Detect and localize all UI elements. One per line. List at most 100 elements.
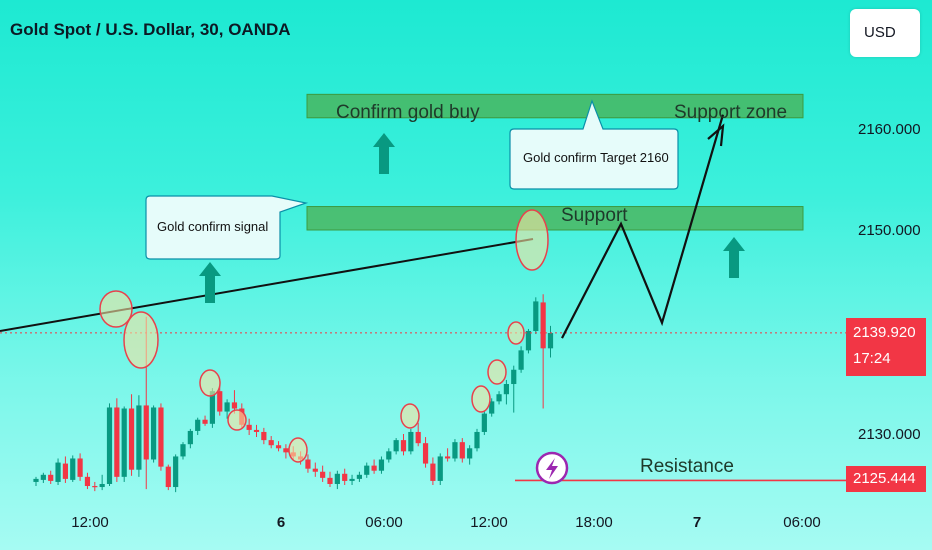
y-tick-2130: 2130.000 [858, 426, 921, 443]
candle-body [209, 391, 215, 424]
last-price-value: 2139.920 [853, 324, 916, 341]
candle-body [165, 466, 171, 488]
candle-body [275, 445, 282, 449]
candle-body [474, 431, 480, 449]
up-arrow-icon [373, 133, 395, 174]
x-tick-0600-b: 06:00 [783, 514, 821, 531]
candle-body [128, 408, 135, 470]
candle-body [114, 407, 120, 477]
candle-body [342, 473, 348, 481]
candle-body [445, 456, 451, 459]
y-tick-2150: 2150.000 [858, 222, 921, 239]
candle-body [334, 473, 340, 484]
candle-body [231, 402, 238, 409]
callout-signal-bubble [145, 195, 309, 260]
candle-body [378, 459, 385, 471]
candle-body [459, 442, 465, 459]
candle-body [511, 369, 517, 385]
candle-body [525, 330, 532, 351]
candle-body [158, 407, 164, 467]
candle-body [547, 333, 554, 349]
support-zone-label: Support zone [674, 102, 788, 123]
candle-body [503, 384, 509, 395]
candle-body [40, 474, 46, 480]
resistance-price-tag: 2125.444 [846, 466, 926, 492]
up-arrow-icon [723, 237, 745, 278]
last-price-tag: 2139.920 17:24 [846, 318, 926, 376]
candle-body [217, 391, 223, 412]
candle-body [99, 483, 105, 488]
candle-body [55, 462, 61, 482]
x-tick-0600: 06:00 [365, 514, 403, 531]
candle-body [327, 477, 333, 484]
x-tick-1200-b: 12:00 [470, 514, 508, 531]
candle-body [136, 405, 142, 470]
candle-body [356, 474, 362, 479]
candle-body [540, 302, 546, 349]
candle-body [121, 408, 127, 477]
highlight-circle [199, 369, 221, 397]
candle-body [349, 478, 355, 481]
candle-body [92, 486, 98, 488]
x-tick-day-7: 7 [692, 514, 702, 531]
candle-body [430, 463, 436, 481]
candle-body [371, 465, 377, 471]
confirm-zone-label: Confirm gold buy [336, 102, 480, 123]
candle-body [224, 402, 230, 412]
candle-body [84, 476, 91, 487]
highlight-circle [515, 209, 549, 271]
candle-body [253, 429, 260, 432]
candle-body [437, 456, 443, 481]
highlight-circle [288, 437, 308, 463]
projection-path [561, 114, 725, 339]
trend-line [0, 238, 534, 332]
x-tick-day-6: 6 [276, 514, 286, 531]
candle-body [489, 401, 495, 414]
candle-body [48, 474, 54, 481]
confirm-support-zone-box [306, 93, 804, 119]
highlight-circle [471, 385, 491, 413]
symbol-title: Gold Spot / U.S. Dollar, 30, OANDA [10, 20, 291, 39]
candle-body [533, 301, 539, 331]
resistance-label: Resistance [640, 456, 734, 477]
candle-body [408, 431, 414, 452]
candle-body [70, 458, 76, 480]
candle-body [452, 442, 458, 459]
callout-target-bubble [509, 99, 679, 190]
candle-body [62, 463, 68, 479]
candle-body [312, 468, 318, 472]
highlight-circle [487, 359, 507, 385]
candle-body [467, 448, 473, 459]
candle-body [481, 413, 487, 432]
candle-body [151, 407, 157, 460]
support-label: Support [561, 205, 628, 226]
x-tick-1800: 18:00 [575, 514, 613, 531]
highlight-circle [99, 290, 133, 328]
candle-body [305, 459, 311, 469]
bar-countdown: 17:24 [853, 350, 891, 367]
candle-body [496, 394, 502, 402]
candle-body [143, 405, 149, 460]
currency-button[interactable]: USD [850, 9, 920, 57]
candle-body [268, 440, 274, 446]
candle-body [77, 458, 83, 477]
candle-body [415, 431, 421, 444]
x-tick-1200: 12:00 [71, 514, 109, 531]
candle-body [518, 350, 524, 370]
candle-body [386, 451, 392, 460]
candle-body [400, 440, 407, 452]
lightning-bolt [546, 458, 558, 479]
candle-body [283, 448, 289, 453]
callout-target-text: Gold confirm Target 2160 [523, 150, 669, 165]
callout-signal-text: Gold confirm signal [157, 219, 269, 234]
candle-body [320, 471, 326, 478]
highlight-circle [123, 311, 159, 369]
up-arrow-icon [199, 262, 221, 303]
y-tick-2160: 2160.000 [858, 121, 921, 138]
candle-body [173, 456, 179, 488]
candle-body [422, 443, 429, 464]
candle-body [180, 444, 186, 457]
candle-body [246, 424, 252, 430]
projection-arrowhead [707, 123, 725, 147]
